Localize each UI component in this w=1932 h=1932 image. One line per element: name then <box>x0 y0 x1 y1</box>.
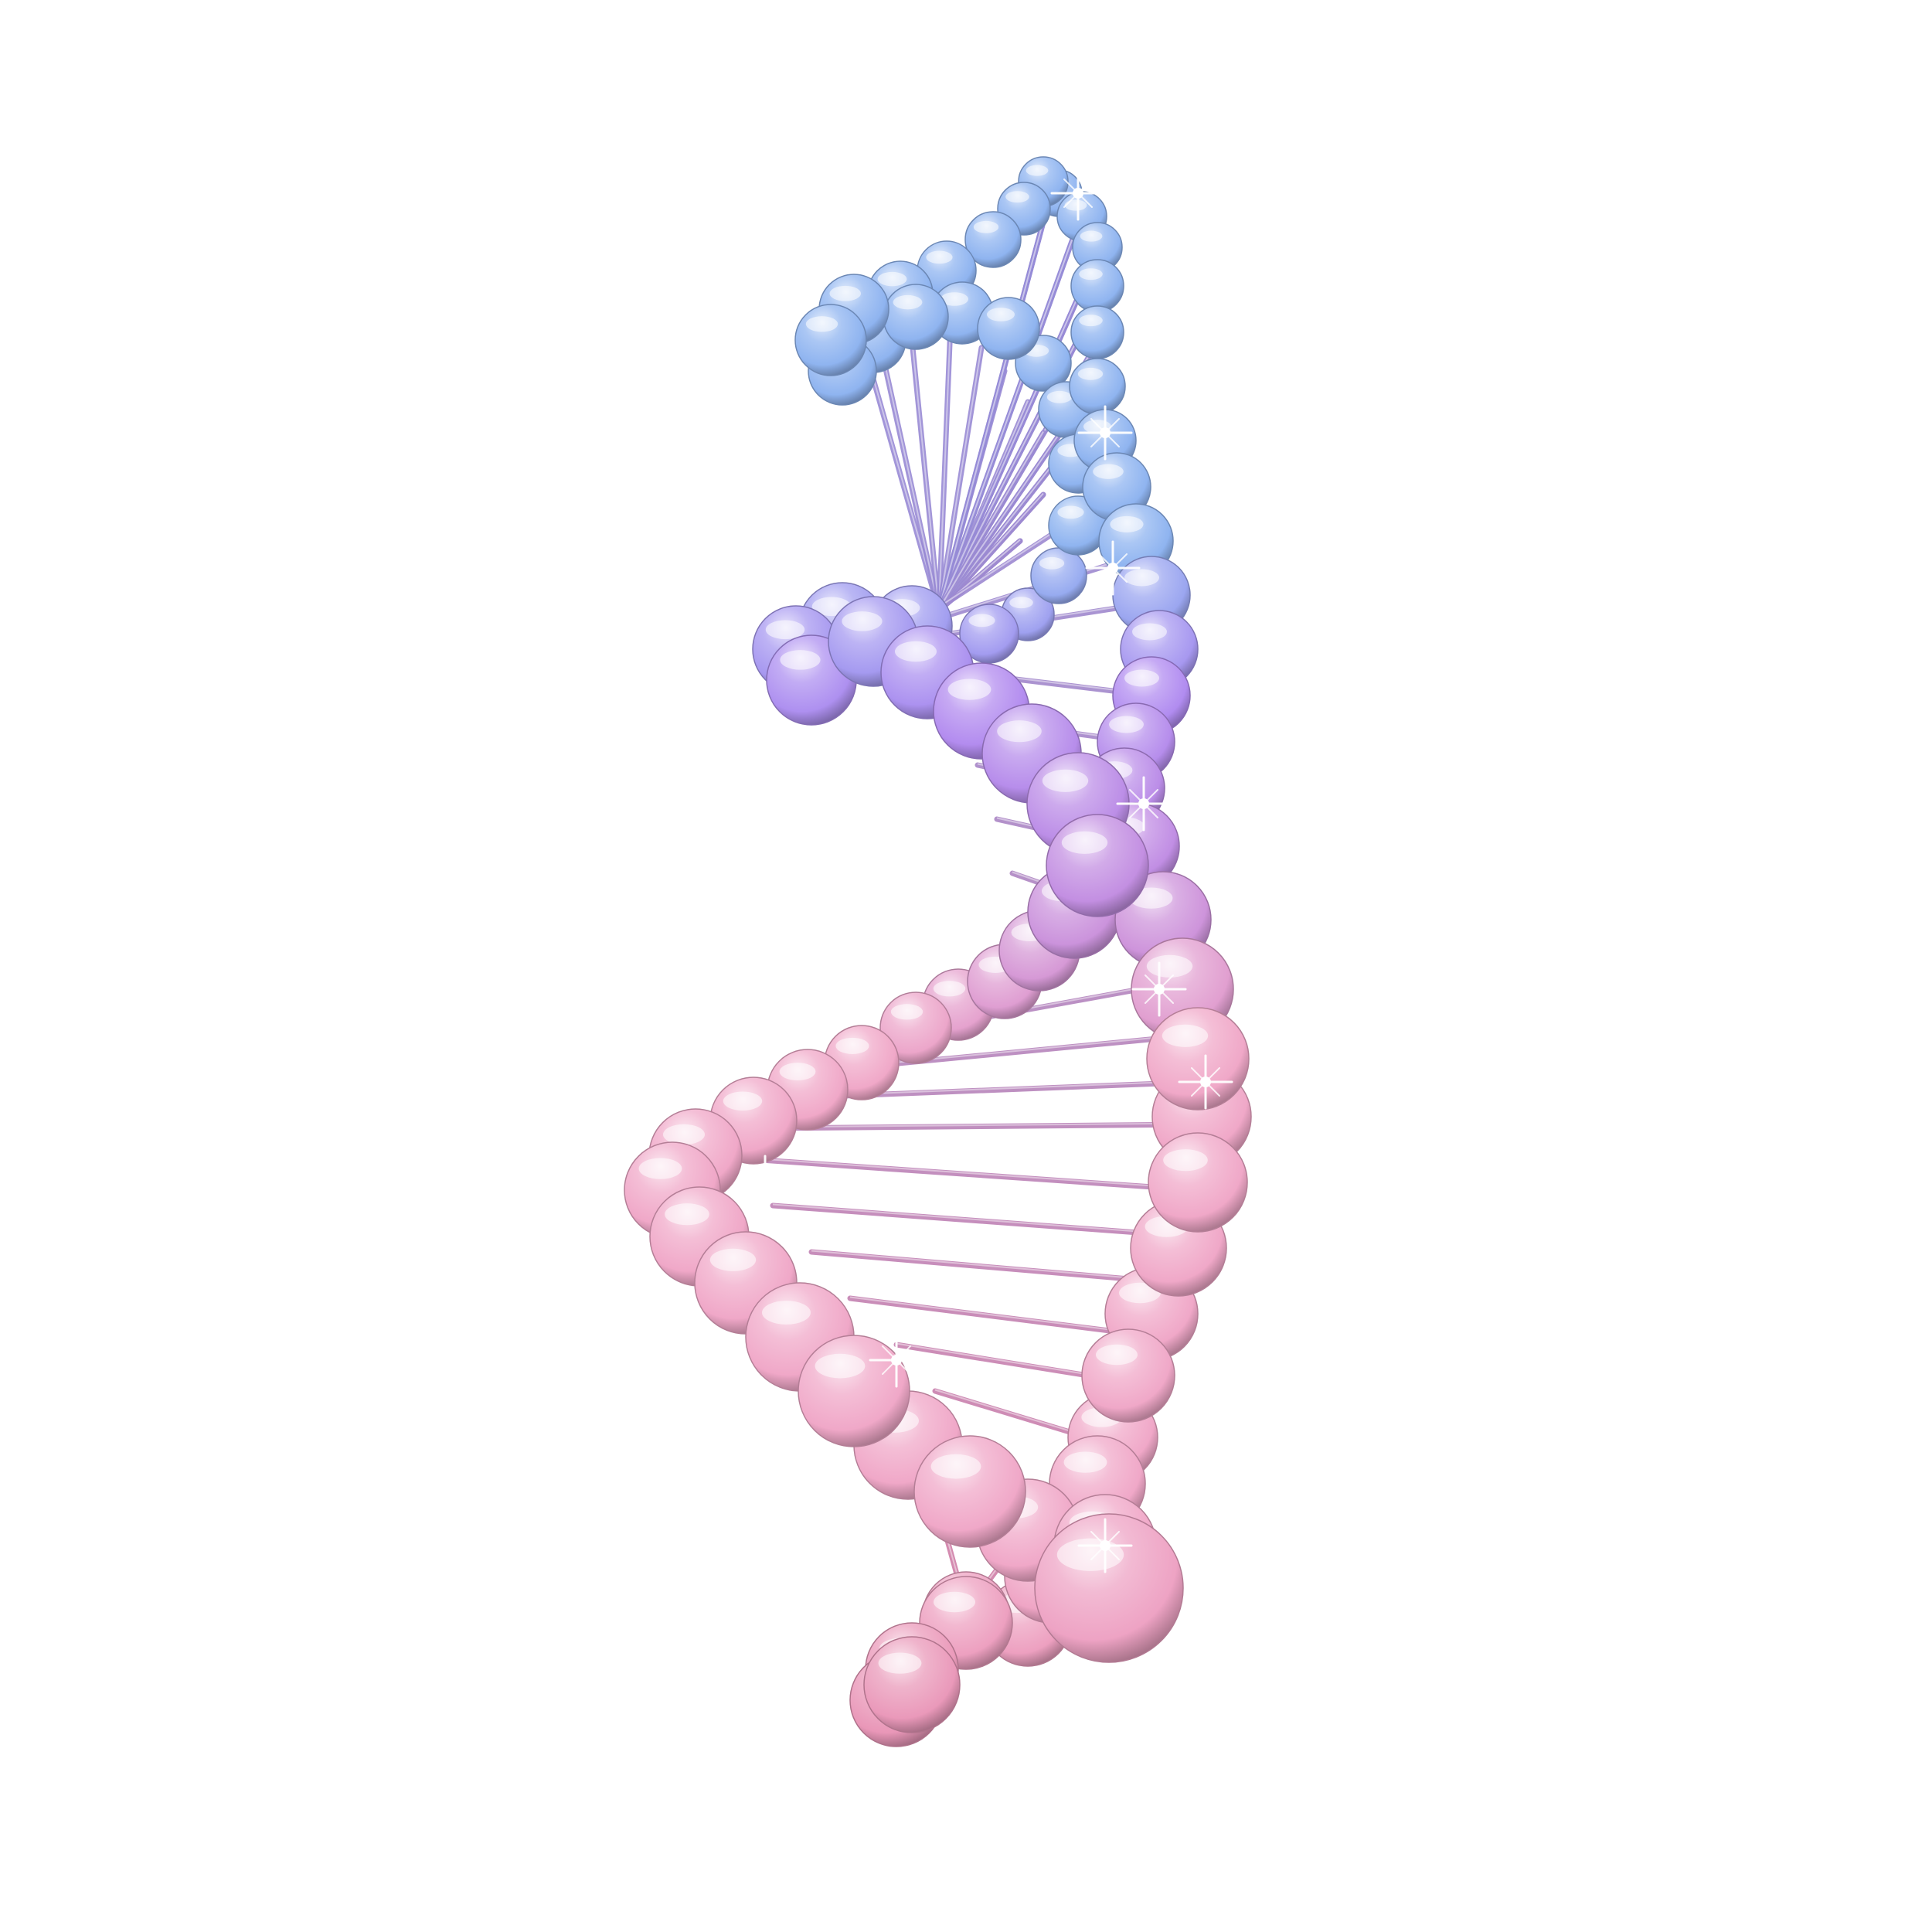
strand-a-node-38-highlight <box>638 1158 682 1179</box>
strand-a-node-4-highlight <box>877 271 907 287</box>
strand-a-node-35-highlight <box>779 1063 816 1081</box>
rod-highlight-11 <box>911 338 940 610</box>
strand-a-node-18-highlight <box>968 614 995 628</box>
strand-a-node-22-highlight <box>780 650 821 670</box>
strand-b-node-26-highlight <box>934 1591 975 1613</box>
strand-b-node-17-highlight <box>1162 1024 1209 1047</box>
strand-a-node-9 <box>883 284 949 350</box>
strand-b-node-17 <box>1146 1007 1250 1111</box>
strand-b-node-4-highlight <box>1079 315 1103 327</box>
strand-b-node-22-highlight <box>1096 1344 1138 1366</box>
strand-b-node-3-highlight <box>1079 268 1103 281</box>
strand-a-node-21-highlight <box>765 620 805 640</box>
strand-a-node-34-highlight <box>835 1037 869 1054</box>
rod-45 <box>770 1202 1193 1240</box>
strand-a-node-33-highlight <box>890 1004 923 1020</box>
strand-a-node-28 <box>1046 814 1149 917</box>
sparkle-icon <box>1077 405 1133 461</box>
sparkle-icon <box>1050 165 1106 221</box>
strand-a-node-16 <box>1030 547 1087 604</box>
strand-a-node-13-highlight <box>1046 390 1073 403</box>
strand-b-node-2-highlight <box>1080 230 1103 242</box>
strand-a-node-9-highlight <box>893 294 923 310</box>
strand-a-node-40-highlight <box>709 1248 757 1271</box>
strand-a-node-24-highlight <box>895 641 937 662</box>
strand-a-node-6 <box>794 304 867 376</box>
strand-b-node-5-highlight <box>1077 367 1104 380</box>
rod-highlight-31 <box>938 430 1044 611</box>
spheres-group <box>624 156 1252 1747</box>
strand-a-node-1-highlight <box>1005 191 1029 203</box>
strand-a-node-42-highlight <box>815 1353 866 1379</box>
rod-43 <box>762 1121 1205 1131</box>
strand-b-node-10-highlight <box>1132 623 1167 641</box>
strand-a-node-10-highlight <box>940 292 968 306</box>
rod-highlight-20 <box>938 223 1079 610</box>
strand-b-node-11-highlight <box>1124 669 1159 687</box>
rod-highlight-15 <box>938 323 951 610</box>
strand-a-node-44-highlight <box>930 1454 981 1479</box>
bottom-node-1 <box>863 1636 961 1733</box>
strand-a-node-44 <box>913 1435 1026 1548</box>
rod-highlight-19 <box>938 346 982 610</box>
strand-a-node-2-highlight <box>973 220 999 233</box>
strand-b-node-21-highlight <box>1119 1282 1161 1304</box>
strand-a-node-37-highlight <box>663 1124 705 1145</box>
sparkle-icon <box>1131 961 1187 1017</box>
strand-a-node-17-highlight <box>1009 597 1033 609</box>
strand-a-node-0-highlight <box>1026 165 1049 176</box>
strand-b-node-8-highlight <box>1110 515 1144 532</box>
strand-b-node-9-highlight <box>1124 569 1159 587</box>
strand-b-node-7-highlight <box>1093 464 1124 479</box>
strand-b-node-19 <box>1148 1132 1248 1233</box>
bottom-node-2 <box>1034 1513 1184 1663</box>
rod-highlight-46 <box>811 1250 1175 1283</box>
strand-b-node-24-highlight <box>1063 1451 1107 1473</box>
strand-b-node-19-highlight <box>1163 1149 1208 1172</box>
strand-a-node-3-highlight <box>926 250 953 264</box>
strand-b-node-16-highlight <box>1146 954 1193 978</box>
strand-b-node-22 <box>1081 1328 1175 1423</box>
strand-a-node-25-highlight <box>947 679 992 700</box>
strand-a-node-41-highlight <box>762 1301 811 1325</box>
strand-a-node-15-highlight <box>1057 505 1084 519</box>
strand-a-node-16-highlight <box>1039 556 1065 570</box>
rod-highlight-45 <box>772 1203 1191 1236</box>
strand-a-node-23-highlight <box>842 611 883 631</box>
rod-highlight-7 <box>880 346 940 610</box>
strand-a-node-11 <box>977 297 1040 360</box>
rod-highlight-24 <box>938 192 1052 610</box>
rod-44 <box>747 1156 1201 1193</box>
strand-a-node-39-highlight <box>665 1203 709 1226</box>
sparkle-icon <box>869 1332 924 1388</box>
rod-46 <box>808 1249 1178 1286</box>
rod-highlight-28 <box>938 261 1094 610</box>
sparkle-icon <box>737 1155 793 1210</box>
bottom-node-1-highlight <box>878 1652 922 1674</box>
strand-a-node-36-highlight <box>723 1091 763 1111</box>
rod-highlight-43 <box>764 1122 1202 1128</box>
sparkles-group <box>737 165 1233 1573</box>
sparkle-icon <box>1116 776 1172 832</box>
sparkle-icon <box>1085 540 1141 596</box>
strand-b-node-12-highlight <box>1109 716 1144 733</box>
sparkle-icon <box>1178 1054 1233 1110</box>
strand-a-node-42 <box>798 1335 910 1447</box>
strand-a-node-32-highlight <box>933 981 966 997</box>
strand-b-node-1-highlight <box>1064 199 1087 211</box>
strand-b-node-5 <box>1069 358 1126 415</box>
strand-b-node-3 <box>1070 259 1124 313</box>
strand-a-node-28-highlight <box>1061 831 1108 854</box>
strand-b-node-4 <box>1070 305 1124 359</box>
rod-highlight-44 <box>749 1157 1199 1190</box>
sparkle-icon <box>1077 1518 1133 1573</box>
strand-a-node-5-highlight <box>829 285 861 301</box>
strand-a-node-6-highlight <box>805 316 838 332</box>
strand-a-node-26-highlight <box>997 720 1042 743</box>
strand-a-node-27-highlight <box>1042 769 1089 792</box>
strand-a-node-11-highlight <box>987 308 1015 321</box>
